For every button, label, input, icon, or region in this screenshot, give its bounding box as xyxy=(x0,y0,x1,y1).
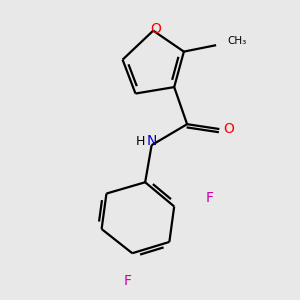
Text: N: N xyxy=(146,134,157,148)
Text: O: O xyxy=(223,122,234,136)
Text: F: F xyxy=(123,274,131,288)
Text: H: H xyxy=(136,135,145,148)
Text: O: O xyxy=(150,22,161,36)
Text: F: F xyxy=(206,191,214,206)
Text: CH₃: CH₃ xyxy=(227,36,247,46)
